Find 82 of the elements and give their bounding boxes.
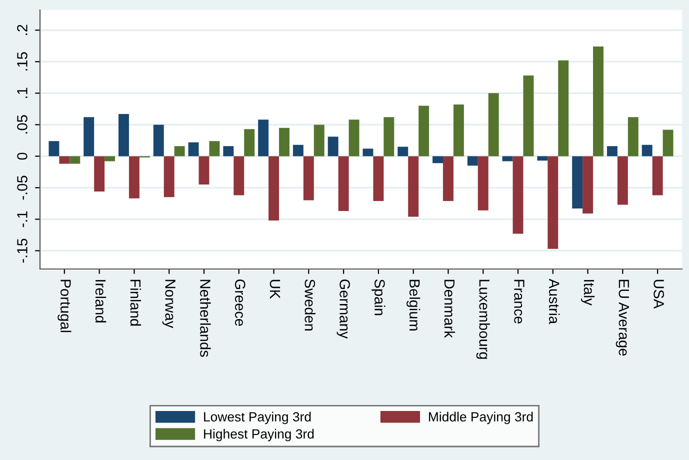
bar (234, 156, 244, 196)
bar (279, 128, 290, 156)
bar (512, 156, 524, 234)
bar (128, 156, 140, 198)
bar (502, 156, 513, 162)
x-tick-label: Luxembourg (476, 280, 490, 359)
bar (292, 144, 304, 156)
x-tick-label: Sweden (304, 279, 316, 330)
bar (104, 156, 116, 162)
bar (593, 46, 604, 156)
x-tick-label: Netherlands (200, 280, 211, 357)
bar (314, 124, 324, 156)
bar (617, 156, 628, 205)
bar (373, 156, 384, 201)
bar (662, 130, 674, 156)
x-tick-label: Italy (580, 280, 595, 306)
bar (398, 146, 408, 156)
y-tick-label: .2 (17, 24, 28, 35)
y-tick-label: .05 (17, 115, 28, 134)
x-tick-label: Norway (162, 280, 176, 328)
bar (70, 156, 80, 164)
bar (572, 156, 583, 209)
bar (537, 156, 548, 161)
bar (118, 114, 129, 156)
x-tick-label: USA (654, 280, 664, 309)
x-tick-label: EU Average (616, 280, 629, 356)
bar (642, 144, 652, 156)
bar (94, 156, 105, 192)
bar (442, 156, 454, 201)
bar (652, 156, 663, 196)
bar (523, 76, 534, 156)
bar (223, 146, 234, 156)
x-tick-label: Germany (336, 279, 350, 339)
y-tick-label: -.05 (17, 176, 28, 200)
bar (467, 156, 478, 166)
y-tick-label: .1 (17, 88, 28, 98)
bar (338, 156, 349, 212)
legend-label: Highest Paying 3rd (204, 428, 314, 442)
bar (384, 117, 394, 156)
bar (209, 141, 220, 156)
bar (164, 156, 174, 198)
bar (606, 146, 618, 156)
bar (362, 148, 374, 156)
bar (303, 156, 314, 200)
bar (48, 141, 60, 156)
x-tick-label: UK (270, 280, 280, 299)
x-tick-label: France (514, 280, 524, 324)
x-tick-label: Ireland (95, 280, 106, 322)
bar (628, 117, 638, 156)
x-tick-label: Greece (234, 279, 246, 326)
bar (188, 142, 199, 156)
bar (432, 156, 443, 164)
x-tick-label: Belgium (406, 280, 420, 330)
bar (548, 156, 558, 249)
x-tick-label: Austria (548, 278, 560, 324)
y-tick-label: .15 (17, 52, 28, 70)
y-tick-label: -.1 (17, 211, 28, 228)
bar (258, 120, 269, 156)
bar (408, 156, 419, 217)
bar (153, 124, 164, 156)
bar (59, 156, 70, 164)
bar (348, 120, 360, 156)
bar (558, 60, 569, 156)
legend-label: Middle Paying 3rd (429, 412, 533, 424)
bar (174, 146, 185, 156)
x-tick-label: Denmark (444, 280, 456, 338)
bar (244, 129, 255, 156)
y-tick-label: 0 (17, 152, 28, 160)
bar (198, 156, 210, 185)
bar (268, 156, 280, 220)
x-tick-label: Finland (130, 280, 142, 326)
bar (418, 106, 430, 156)
y-tick-label: -.15 (17, 238, 28, 263)
bar (84, 117, 94, 156)
bar (488, 93, 499, 156)
legend-label: Lowest Paying 3rd (204, 412, 311, 424)
bar (328, 136, 338, 156)
bar (453, 104, 464, 156)
bar (478, 156, 488, 210)
x-tick-label: Spain (372, 279, 386, 316)
bar (582, 156, 594, 214)
x-tick-label: Portugal (58, 280, 72, 332)
